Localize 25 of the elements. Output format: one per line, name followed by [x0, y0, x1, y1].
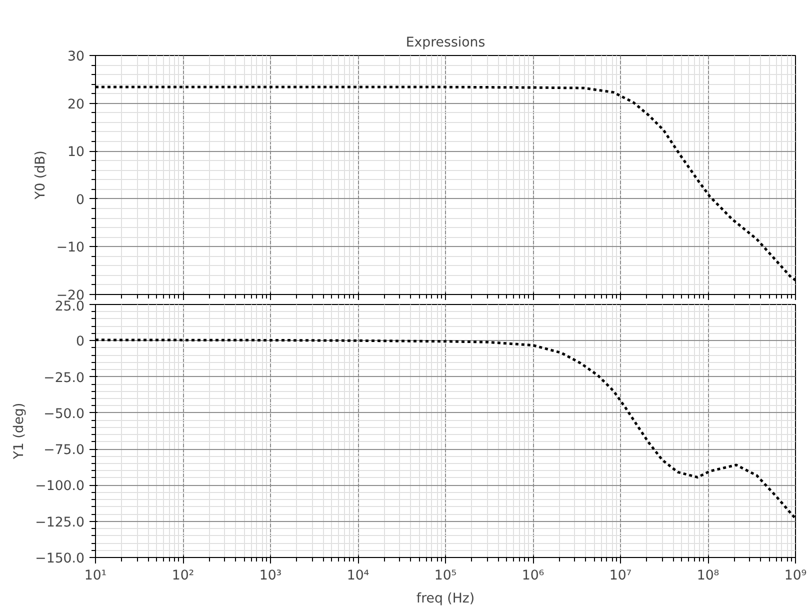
y-tick-label: −100.0: [35, 479, 85, 494]
y-tick-label: −25.0: [44, 370, 84, 386]
x-tick-label: 10²: [172, 568, 194, 584]
chart-title: Expressions: [406, 36, 486, 50]
y-axis-title: Y1 (deg): [12, 402, 28, 460]
x-axis-title: freq (Hz): [416, 592, 475, 606]
x-tick-label: 10⁹: [784, 568, 807, 584]
y-tick-label: 0: [76, 334, 85, 350]
y-tick-label: −150.0: [35, 552, 85, 566]
y-tick-label: 20: [68, 97, 85, 112]
y-tick-label: −50.0: [44, 406, 84, 422]
y-tick-label: 10: [68, 145, 85, 160]
x-tick-label: 10⁸: [696, 568, 720, 584]
x-tick-label: 10⁵: [434, 568, 457, 584]
y-tick-label: 0: [76, 192, 85, 208]
y-tick-label: −125.0: [35, 515, 85, 530]
y-tick-label: −10: [56, 240, 85, 256]
y-axis-title: Y0 (dB): [33, 150, 48, 200]
x-tick-label: 10⁷: [609, 568, 632, 584]
x-tick-label: 10⁶: [522, 568, 544, 584]
y-tick-label: 30: [68, 50, 85, 64]
x-tick-label: 10³: [259, 568, 282, 584]
x-tick-label: 10¹: [84, 568, 107, 584]
y-tick-label: −75.0: [44, 443, 84, 458]
x-tick-label: 10⁴: [346, 568, 370, 584]
